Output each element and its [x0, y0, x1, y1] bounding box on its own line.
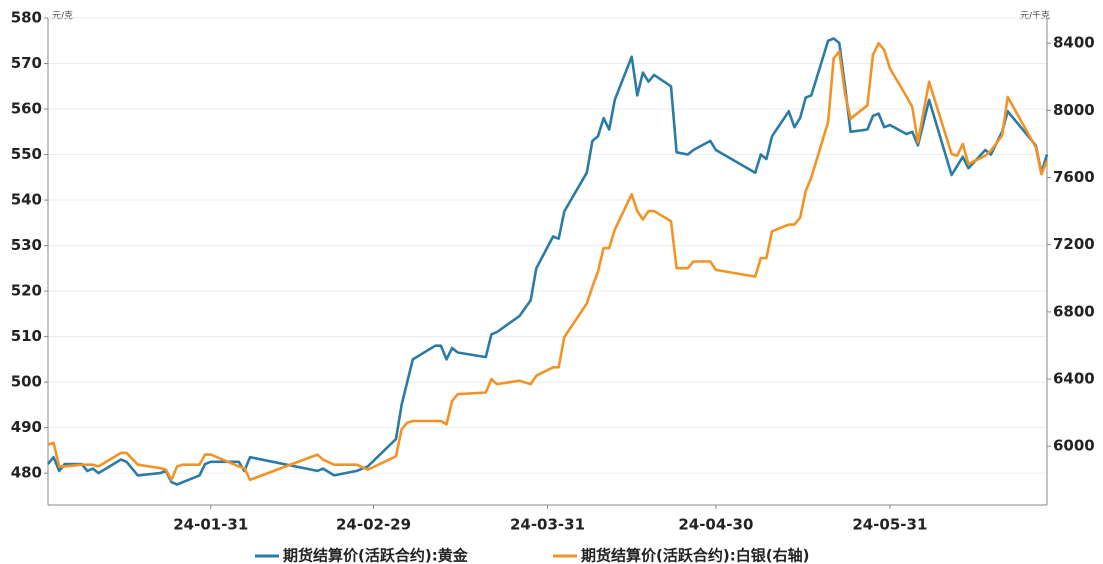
y-unit: 元/克: [52, 11, 73, 22]
y-tick-label: 560: [11, 100, 42, 118]
y2-tick-label: 6400: [1053, 370, 1095, 388]
series-line: [47, 41, 1049, 482]
series-line: [46, 37, 1049, 486]
y-tick-label: 500: [11, 373, 42, 391]
y-tick-label: 570: [11, 54, 42, 72]
x-tick-label: 24-01-31: [173, 516, 248, 534]
y2-tick-label: 8400: [1053, 34, 1095, 52]
y-tick-label: 530: [11, 236, 42, 254]
y2-unit: 元/千克: [1020, 11, 1050, 22]
x-tick-label: 24-03-31: [510, 516, 585, 534]
y-tick-label: 510: [11, 327, 42, 345]
y-tick-label: 540: [11, 191, 42, 209]
legend-label: 期货结算价(活跃合约):白银(右轴): [581, 547, 809, 564]
x-tick-label: 24-04-30: [678, 516, 753, 534]
y2-tick-label: 7600: [1053, 168, 1095, 186]
y-tick-label: 520: [11, 282, 42, 300]
y2-tick-label: 6800: [1053, 302, 1095, 320]
y-tick-label: 480: [11, 464, 42, 482]
y-tick-label: 490: [11, 418, 42, 436]
x-tick-label: 24-02-29: [336, 516, 411, 534]
y2-tick-label: 7200: [1053, 235, 1095, 253]
y-tick-label: 580: [11, 9, 42, 27]
y2-tick-label: 8000: [1053, 101, 1095, 119]
y-tick-label: 550: [11, 145, 42, 163]
y2-tick-label: 6000: [1053, 437, 1095, 455]
legend-label: 期货结算价(活跃合约):黄金: [283, 547, 469, 564]
x-tick-label: 24-05-31: [852, 516, 927, 534]
